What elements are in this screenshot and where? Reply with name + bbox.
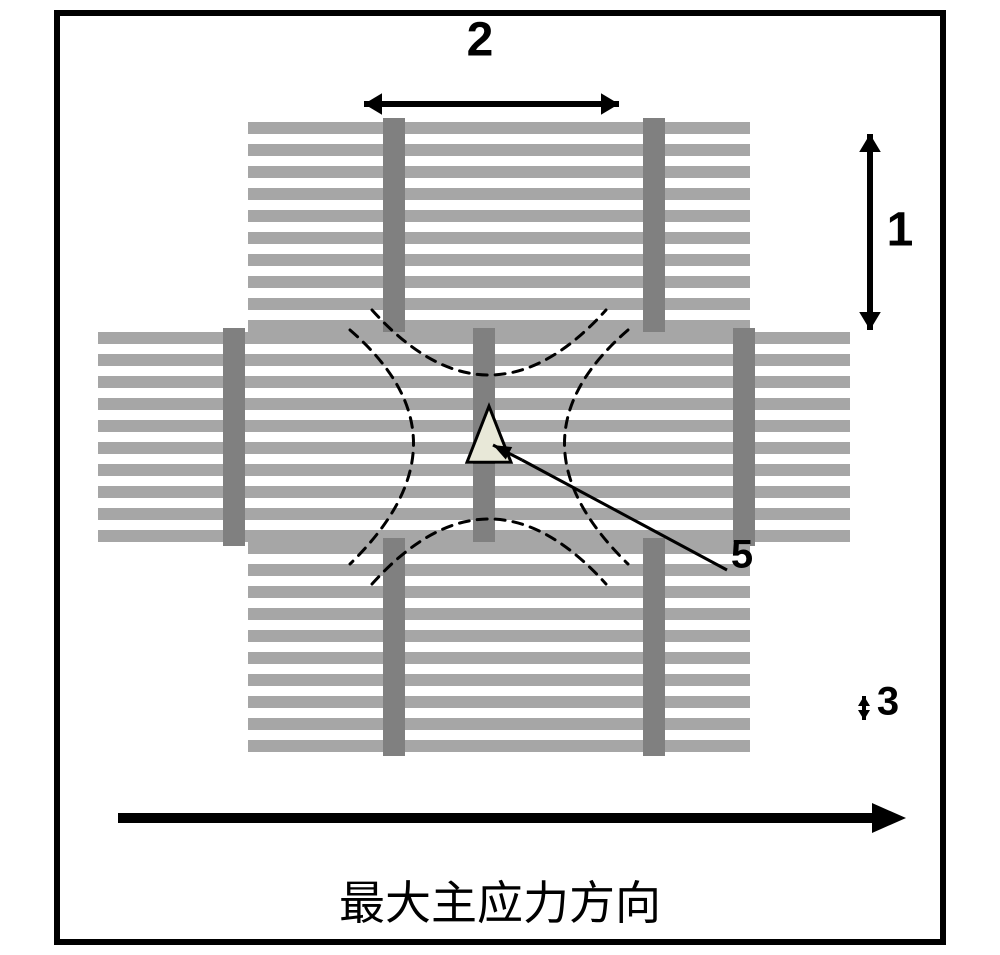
well-bar: [223, 328, 245, 546]
fracture-stripe: [498, 564, 750, 576]
well-bar: [643, 538, 665, 756]
fracture-stripe: [498, 608, 750, 620]
fracture-stripe: [498, 696, 750, 708]
fracture-stripe: [498, 542, 750, 554]
fracture-stripe: [498, 630, 750, 642]
fracture-stripe: [498, 740, 750, 752]
fracture-stripe: [248, 188, 500, 200]
well-bar: [643, 118, 665, 336]
fracture-stripe: [248, 718, 500, 730]
fracture-stripe: [498, 652, 750, 664]
fracture-stripe: [498, 254, 750, 266]
label-5: 5: [731, 533, 753, 578]
fracture-stripe: [248, 210, 500, 222]
fracture-stripe: [598, 420, 850, 432]
fracture-stripe: [498, 210, 750, 222]
label-3: 3: [877, 680, 899, 725]
caption-max-principal-stress: 最大主应力方向: [339, 867, 661, 933]
fracture-stripe: [498, 122, 750, 134]
label-1: 1: [887, 203, 914, 258]
fracture-stripe: [498, 586, 750, 598]
fracture-stripe: [498, 320, 750, 332]
fracture-stripe: [598, 398, 850, 410]
fracture-stripe: [248, 166, 500, 178]
fracture-stripe: [498, 188, 750, 200]
fracture-stripe: [498, 674, 750, 686]
well-bar: [383, 538, 405, 756]
diagram-stage: 2 1 3 5 最大主应力方向: [0, 0, 1000, 955]
fracture-stripe: [248, 298, 500, 310]
well-bar: [383, 118, 405, 336]
fracture-stripe: [248, 232, 500, 244]
fracture-stripe: [498, 166, 750, 178]
well-bar: [733, 328, 755, 546]
fracture-stripe: [248, 122, 500, 134]
fracture-stripe: [598, 376, 850, 388]
label-2: 2: [467, 13, 494, 68]
fracture-stripe: [598, 464, 850, 476]
fracture-stripe: [598, 354, 850, 366]
fracture-stripe: [248, 320, 500, 332]
fracture-stripe: [598, 530, 850, 542]
fracture-stripe: [598, 486, 850, 498]
fracture-stripe: [498, 232, 750, 244]
fracture-stripe: [248, 144, 500, 156]
fracture-stripe: [248, 608, 500, 620]
fracture-stripe: [498, 144, 750, 156]
fracture-stripe: [248, 254, 500, 266]
fracture-stripe: [598, 508, 850, 520]
fracture-stripe: [248, 276, 500, 288]
fracture-stripe: [498, 718, 750, 730]
fracture-stripe: [598, 442, 850, 454]
fracture-stripe: [498, 276, 750, 288]
fracture-stripe: [248, 586, 500, 598]
fracture-stripe: [598, 332, 850, 344]
fracture-stripe: [248, 652, 500, 664]
well-bar: [473, 328, 495, 546]
fracture-stripe: [248, 564, 500, 576]
fracture-stripe: [248, 696, 500, 708]
fracture-stripe: [498, 298, 750, 310]
fracture-stripe: [248, 674, 500, 686]
fracture-stripe: [248, 630, 500, 642]
fracture-stripe: [248, 542, 500, 554]
fracture-stripe: [248, 740, 500, 752]
